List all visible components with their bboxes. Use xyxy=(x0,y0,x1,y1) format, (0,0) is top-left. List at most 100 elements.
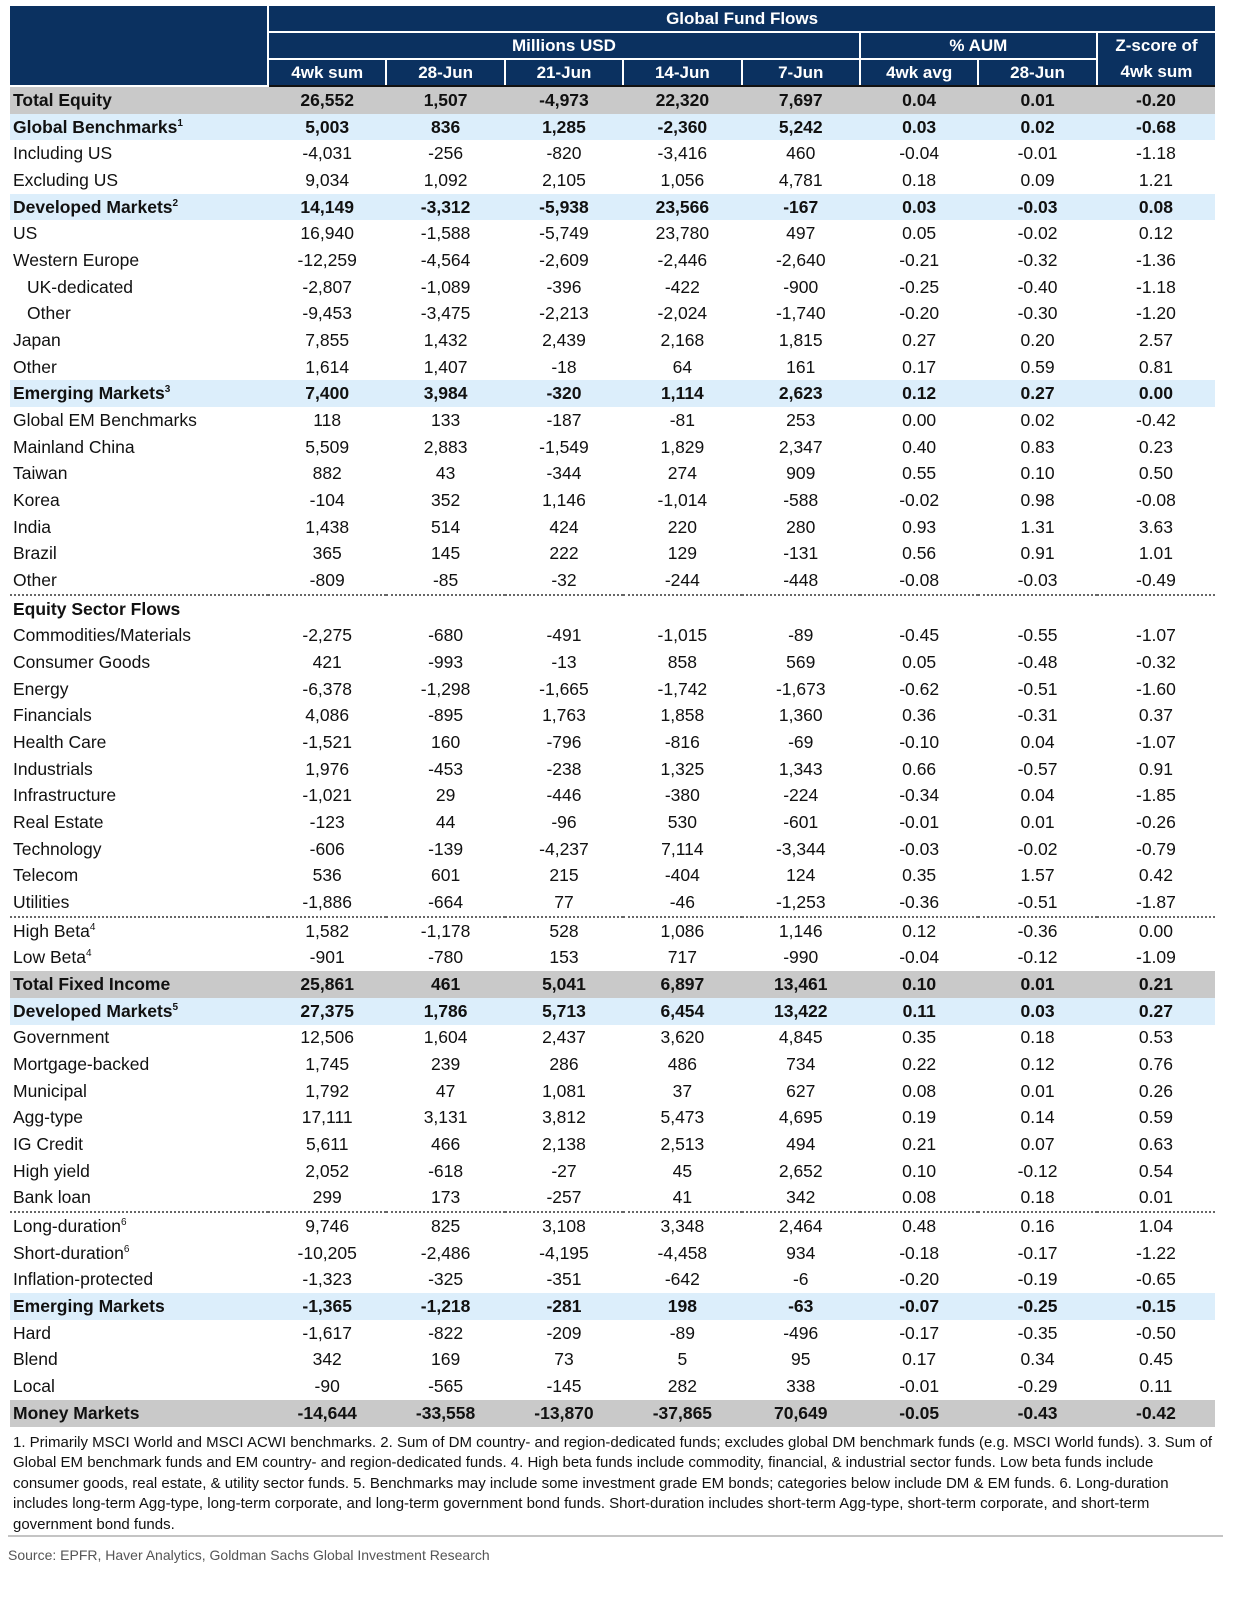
cell-value: 858 xyxy=(667,651,697,672)
table-row: Blend 342 169 73 5 95 0.17 0.34 0.45 xyxy=(10,1347,1215,1374)
cell-value: 222 xyxy=(549,543,579,564)
cell-value: 5,473 xyxy=(660,1107,705,1128)
row-label: Technology xyxy=(10,836,268,863)
row-label-text: Bank loan xyxy=(13,1187,91,1208)
cell-value: 45 xyxy=(672,1160,693,1181)
cell-value: -2,024 xyxy=(657,303,708,324)
row-label: Brazil xyxy=(10,540,268,567)
cell-value: 44 xyxy=(435,811,456,832)
cell-value: -96 xyxy=(551,811,577,832)
cell-value: 1,745 xyxy=(305,1054,350,1075)
cell-value: -187 xyxy=(546,409,582,430)
cell-value: 1,829 xyxy=(660,436,705,457)
row-label: Telecom xyxy=(10,862,268,889)
row-label-text: Agg-type xyxy=(13,1107,84,1128)
cell-value: -6 xyxy=(792,1269,809,1290)
cell-value: 0.59 xyxy=(1020,356,1055,377)
table-row: High Beta4 1,582 -1,178 528 1,086 1,146 0.12 -0… xyxy=(10,917,1215,945)
row-label-text: Mainland China xyxy=(13,436,135,457)
cell-value: 0.42 xyxy=(1138,865,1173,886)
row-label-text: Other xyxy=(13,569,57,590)
row-label-text: Western Europe xyxy=(13,249,140,270)
cell-value: 1,815 xyxy=(778,329,823,350)
table-row: Taiwan 882 43 -344 274 909 0.55 0.10 0.50 xyxy=(10,460,1215,487)
column-header: 28-Jun xyxy=(977,59,1097,87)
cell-value: 3,348 xyxy=(660,1216,705,1237)
cell-value: 0.00 xyxy=(902,409,937,430)
cell-value: 1,325 xyxy=(660,758,705,779)
row-label-text: Low Beta xyxy=(13,947,86,968)
cell-value: 282 xyxy=(667,1376,697,1397)
cell-value: -167 xyxy=(741,193,860,221)
cell-value: 421 xyxy=(312,651,342,672)
cell-value: 494 xyxy=(786,1134,816,1155)
table-row: Bank loan 299 173 -257 41 342 0.08 0.18 0.01 xyxy=(10,1184,1216,1214)
cell-value: 2,652 xyxy=(778,1160,823,1181)
cell-value: -281 xyxy=(504,1293,624,1320)
column-header: 4wk sum xyxy=(266,59,387,87)
cell-value: -1.07 xyxy=(1136,625,1176,646)
cell-value: -14,644 xyxy=(268,1399,387,1427)
cell-value: 26,552 xyxy=(268,86,387,114)
table-row: Western Europe -12,259 -4,564 -2,609 -2,446 -… xyxy=(10,247,1215,274)
cell-value: 342 xyxy=(312,1349,342,1370)
cell-value xyxy=(860,595,978,623)
cell-value: -820 xyxy=(546,143,582,164)
cell-value: 3.63 xyxy=(1138,516,1173,537)
cell-value: 280 xyxy=(786,516,816,537)
cell-value: 4,845 xyxy=(778,1027,823,1048)
cell-value: -664 xyxy=(386,889,505,918)
cell-value: 0.18 xyxy=(978,1184,1097,1214)
row-label: Industrials xyxy=(10,756,268,783)
cell-value: 3,984 xyxy=(386,380,505,408)
cell-value: 1,056 xyxy=(660,169,705,190)
cell-value: -3,344 xyxy=(775,838,826,859)
cell-value: 77 xyxy=(504,889,624,918)
row-label-text: Equity Sector Flows xyxy=(13,598,181,619)
row-label-text: Korea xyxy=(13,489,60,510)
row-label: Long-duration6 xyxy=(10,1212,268,1240)
row-label: Emerging Markets3 xyxy=(10,380,268,408)
cell-value: 0.53 xyxy=(1138,1027,1173,1048)
cell-value: 0.01 xyxy=(1020,811,1055,832)
cell-value: 1,285 xyxy=(504,113,624,141)
cell-value: -0.29 xyxy=(1017,1376,1058,1397)
cell-value: -4,031 xyxy=(302,143,352,164)
cell-value: 0.04 xyxy=(1020,731,1055,752)
cell-value: 13,422 xyxy=(741,997,860,1025)
cell-value: -81 xyxy=(669,409,696,430)
row-label-text: Total Equity xyxy=(13,89,112,110)
footnote-marker: 2 xyxy=(172,197,179,209)
cell-value: 7,697 xyxy=(741,86,860,114)
row-label: UK-dedicated xyxy=(10,274,268,301)
cell-value: -27 xyxy=(551,1160,577,1181)
row-label-text: Including US xyxy=(13,143,113,164)
cell-value: -1.22 xyxy=(1136,1242,1176,1263)
footnote-marker: 5 xyxy=(172,1001,179,1013)
table-row: Industrials 1,976 -453 -238 1,325 1,343 0.66 -0… xyxy=(10,756,1215,783)
cell-value: 0.01 xyxy=(978,971,1097,998)
cell-value: -0.05 xyxy=(859,1399,979,1427)
subtotal-row: Global Benchmarks1 5,003 836 1,285 -2,360 5,2… xyxy=(10,113,1216,141)
cell-value: -0.03 xyxy=(978,567,1097,596)
cell-value: -32 xyxy=(504,567,624,596)
row-label: Korea xyxy=(10,487,268,514)
row-label: Government xyxy=(10,1025,268,1052)
row-label: Taiwan xyxy=(10,460,268,487)
row-label-text: Infrastructure xyxy=(13,785,117,806)
cell-value: -209 xyxy=(546,1322,582,1343)
row-label: Other xyxy=(10,354,268,381)
cell-value: 133 xyxy=(430,409,461,430)
cell-value: 0.45 xyxy=(1138,1349,1173,1370)
cell-value: 836 xyxy=(386,113,505,141)
row-label: Municipal xyxy=(10,1078,268,1105)
cell-value: 1,432 xyxy=(423,329,468,350)
cell-value: -809 xyxy=(268,567,387,596)
cell-value: 601 xyxy=(430,865,461,886)
row-label: Developed Markets2 xyxy=(10,193,268,221)
cell-value: -2,360 xyxy=(623,113,742,141)
cell-value: -1,015 xyxy=(657,625,708,646)
cell-value: 5,509 xyxy=(305,436,350,457)
row-label-text: Health Care xyxy=(13,731,107,752)
cell-value: -422 xyxy=(664,276,700,297)
